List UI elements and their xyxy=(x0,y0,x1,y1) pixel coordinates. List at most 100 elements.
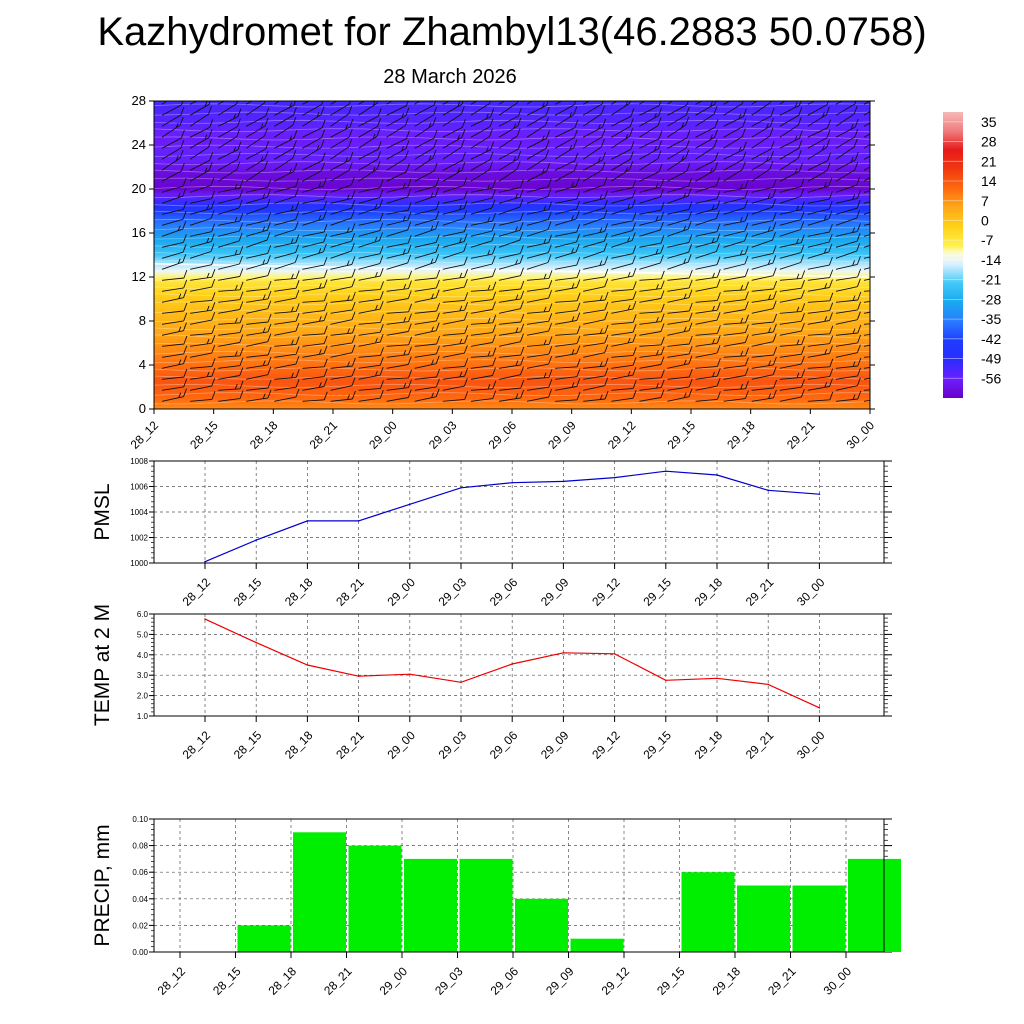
wind-barb xyxy=(386,140,410,160)
wind-barb xyxy=(723,268,749,281)
pmsl-frame xyxy=(153,460,885,564)
wind-barb xyxy=(807,358,834,369)
y-tick-label: 12 xyxy=(132,269,146,284)
isotherm-lines xyxy=(154,103,870,405)
wind-barb xyxy=(863,155,870,160)
wind-barb xyxy=(498,255,524,270)
wind-barb xyxy=(161,187,187,204)
wind-barb xyxy=(723,347,749,358)
wind-barb xyxy=(302,119,326,138)
wind-barb xyxy=(498,212,524,226)
wind-barb xyxy=(217,101,226,105)
wind-barb xyxy=(302,391,328,402)
wind-barb xyxy=(583,200,608,215)
wind-barb xyxy=(583,344,609,358)
wind-barb xyxy=(498,323,525,336)
wind-barb xyxy=(723,101,744,116)
wind-barb xyxy=(190,292,216,303)
wind-barb xyxy=(554,243,580,259)
pmsl-point xyxy=(818,493,821,495)
isotherm xyxy=(154,227,870,232)
wind-barb xyxy=(470,324,497,336)
wind-barb xyxy=(835,334,862,347)
wind-barb xyxy=(386,346,412,358)
wind-barb xyxy=(555,292,581,303)
wind-barb xyxy=(807,162,831,182)
x-tick-label: 29_21 xyxy=(743,728,777,762)
wind-barb xyxy=(217,118,241,138)
wind-barb xyxy=(246,379,272,391)
wind-barb xyxy=(274,163,298,182)
y-tick-label: 1002 xyxy=(130,534,148,543)
temp2m-point xyxy=(409,673,411,675)
wind-barb xyxy=(863,244,870,248)
wind-barb xyxy=(611,151,634,171)
wind-barb xyxy=(246,389,272,402)
isotherm xyxy=(154,383,870,388)
x-tick-label: 28_21 xyxy=(321,964,355,998)
wind-barb xyxy=(442,223,468,237)
wind-barb xyxy=(358,118,382,138)
wind-barb xyxy=(470,380,497,391)
pmsl-point xyxy=(460,486,462,489)
wind-barb xyxy=(161,116,184,138)
y-tick-label: 28 xyxy=(132,93,146,108)
isotherm xyxy=(154,161,870,166)
wind-barb xyxy=(190,335,216,347)
wind-barb xyxy=(583,190,609,204)
wind-barb xyxy=(330,151,354,171)
wind-barb xyxy=(358,324,384,336)
wind-barb xyxy=(863,389,870,391)
wind-barb xyxy=(582,118,607,138)
wind-barb xyxy=(274,140,297,160)
wind-barb xyxy=(274,150,297,171)
precip-bar xyxy=(792,885,846,952)
wind-barb xyxy=(611,291,637,303)
wind-barb xyxy=(583,278,609,292)
wind-barb xyxy=(358,300,384,314)
wind-barb xyxy=(498,127,521,149)
wind-barb xyxy=(498,222,524,237)
wind-barb xyxy=(274,130,298,149)
wind-barb xyxy=(639,101,646,105)
wind-barb xyxy=(751,189,777,204)
wind-barb xyxy=(779,211,805,226)
wind-barb xyxy=(526,101,533,105)
wind-barb xyxy=(779,201,805,215)
wind-barb xyxy=(274,270,300,281)
colorbar-gradient xyxy=(943,112,963,398)
wind-barb xyxy=(807,256,833,270)
wind-barb xyxy=(863,234,870,237)
pmsl-point xyxy=(255,539,257,541)
wind-barb xyxy=(386,313,412,325)
wind-barb xyxy=(751,212,777,226)
wind-barb xyxy=(526,336,553,347)
x-tick-label: 29_09 xyxy=(543,964,577,998)
wind-barb xyxy=(498,267,524,281)
wind-barb xyxy=(863,110,870,116)
wind-barb xyxy=(498,198,524,215)
y-tick-label: 0.00 xyxy=(132,948,148,957)
wind-barb xyxy=(639,188,664,204)
wind-barb xyxy=(218,232,243,248)
isotherm xyxy=(154,235,870,240)
y-axis-title: TEMP at 2 M xyxy=(91,604,114,726)
wind-barb xyxy=(414,302,441,314)
wind-barb xyxy=(639,254,664,270)
wind-barb xyxy=(274,388,300,402)
wind-barb xyxy=(386,211,412,226)
wind-barb xyxy=(442,292,469,303)
wind-barb xyxy=(161,368,188,380)
wind-barb xyxy=(302,139,325,160)
wind-barb xyxy=(751,150,774,171)
y-tick-label: 0.04 xyxy=(132,895,148,904)
isotherm xyxy=(154,152,870,157)
wind-barb xyxy=(779,280,805,292)
wind-barb xyxy=(246,231,271,248)
wind-barb xyxy=(723,179,749,193)
wind-barb xyxy=(751,101,759,105)
wind-barb xyxy=(779,117,802,138)
wind-barb xyxy=(863,143,870,149)
wind-barb xyxy=(414,116,437,138)
